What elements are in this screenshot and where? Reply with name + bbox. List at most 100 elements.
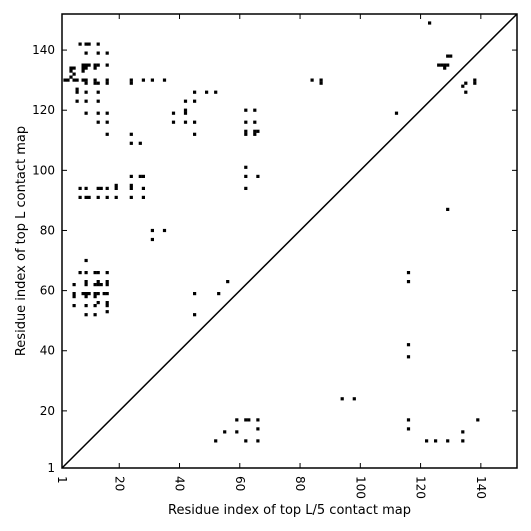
- contact-point: [193, 292, 197, 296]
- contact-point: [256, 418, 260, 422]
- contact-point: [256, 439, 260, 443]
- contact-point: [105, 271, 109, 275]
- contact-point: [256, 129, 260, 133]
- contact-point: [129, 174, 133, 178]
- contact-point: [75, 78, 79, 82]
- contact-point: [72, 295, 76, 299]
- contact-point: [138, 174, 142, 178]
- contact-point: [75, 87, 79, 91]
- contact-point: [72, 78, 76, 82]
- contact-point: [193, 132, 197, 136]
- x-tick-label: 20: [112, 476, 126, 491]
- x-tick-label: 60: [233, 476, 247, 491]
- contact-point: [105, 63, 109, 67]
- contact-point: [84, 271, 88, 275]
- contact-point: [84, 90, 88, 94]
- contact-point: [340, 397, 344, 401]
- contact-point: [78, 271, 82, 275]
- y-tick-label: 1: [47, 461, 55, 475]
- contact-point: [93, 295, 97, 299]
- contact-point: [78, 195, 82, 199]
- contact-point: [114, 195, 118, 199]
- contact-point: [253, 129, 257, 133]
- x-tick-label: 100: [353, 476, 367, 499]
- contact-point: [461, 430, 465, 434]
- contact-point: [440, 63, 444, 67]
- contact-point: [434, 439, 438, 443]
- contact-point: [406, 355, 411, 359]
- contact-point: [66, 78, 70, 82]
- y-axis-label: Residue index of top L contact map: [14, 126, 29, 356]
- contact-point: [96, 90, 100, 94]
- contact-point: [235, 430, 239, 434]
- contact-point: [96, 280, 100, 284]
- contact-point: [78, 42, 82, 46]
- contact-point: [150, 78, 154, 82]
- contact-point: [69, 66, 73, 70]
- y-tick-label: 40: [40, 344, 55, 358]
- contact-point: [406, 427, 411, 431]
- plot-frame: [61, 13, 518, 469]
- contact-point: [114, 183, 118, 187]
- contact-point: [129, 195, 133, 199]
- diagonal-line: [61, 13, 518, 469]
- y-tick-label: 100: [32, 163, 55, 177]
- contact-point: [244, 439, 248, 443]
- contact-point: [129, 81, 133, 85]
- contact-point: [96, 99, 100, 103]
- contact-point: [310, 78, 314, 82]
- contact-point: [129, 141, 133, 145]
- contact-point: [105, 51, 109, 55]
- contact-point: [84, 99, 88, 103]
- contact-point: [244, 129, 248, 133]
- contact-point: [193, 99, 197, 103]
- x-tick-label: 140: [474, 476, 488, 499]
- contact-point: [99, 186, 103, 190]
- contact-point: [235, 418, 239, 422]
- contact-point: [72, 283, 76, 287]
- contact-point: [75, 90, 79, 94]
- contact-point: [84, 81, 88, 85]
- contact-point: [84, 313, 88, 317]
- contact-point: [446, 207, 450, 211]
- contact-point: [114, 186, 118, 190]
- contact-point: [81, 78, 85, 82]
- contact-point: [84, 66, 88, 70]
- contact-point: [437, 63, 441, 67]
- contact-point: [244, 108, 248, 112]
- contact-point: [72, 72, 76, 76]
- contact-point: [72, 66, 76, 70]
- contact-point: [183, 111, 188, 115]
- contact-point: [244, 132, 248, 136]
- contact-point: [461, 84, 465, 88]
- contact-point: [72, 304, 76, 308]
- contact-point: [87, 42, 91, 46]
- contact-point: [162, 78, 167, 82]
- contact-point: [319, 81, 323, 85]
- contact-point: [244, 418, 248, 422]
- contact-point: [84, 283, 88, 287]
- contact-point: [141, 195, 145, 199]
- contact-point: [105, 280, 109, 284]
- contact-point: [464, 81, 468, 85]
- contact-point: [96, 301, 100, 305]
- contact-point: [105, 304, 109, 308]
- contact-point: [81, 66, 85, 70]
- contact-point: [84, 292, 88, 296]
- contact-point: [406, 418, 411, 422]
- contact-point: [171, 120, 176, 124]
- contact-point: [141, 78, 145, 82]
- contact-point: [93, 271, 97, 275]
- contact-point: [214, 439, 218, 443]
- contact-point: [141, 186, 145, 190]
- contact-point: [223, 430, 227, 434]
- y-tick-label: 80: [40, 223, 55, 237]
- contact-point: [253, 120, 257, 124]
- contact-point: [226, 280, 230, 284]
- contact-point: [69, 69, 73, 73]
- contact-point: [96, 111, 100, 115]
- contact-point: [84, 111, 88, 115]
- contact-point: [96, 42, 100, 46]
- contact-point: [84, 78, 88, 82]
